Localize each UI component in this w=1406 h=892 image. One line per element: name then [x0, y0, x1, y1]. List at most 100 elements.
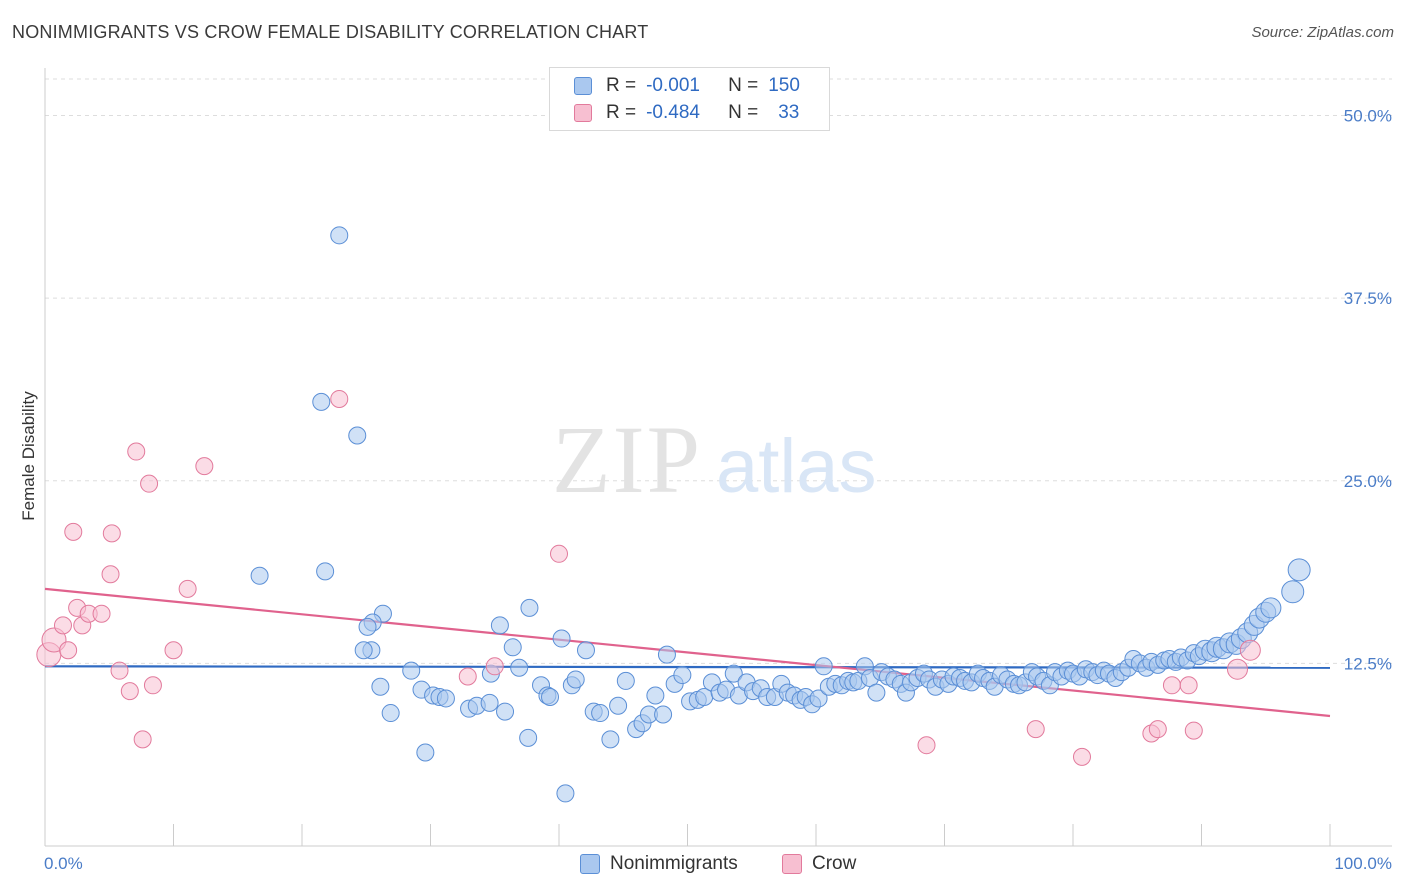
nonimmigrants-point — [576, 641, 595, 660]
legend-n-label: N = — [728, 75, 759, 96]
crow-point — [458, 667, 477, 686]
stats-legend: R = -0.001 N = 150 R = -0.484 N = 33 — [549, 67, 830, 131]
x-tick-label: 100.0% — [1334, 854, 1392, 873]
crow-point — [195, 457, 214, 476]
bottom-legend-nonimmigrants: Nonimmigrants — [580, 851, 738, 877]
y-axis-label: Female Disability — [19, 391, 38, 521]
crow-point — [1184, 721, 1203, 740]
crow-trend-line — [44, 587, 1331, 718]
nonimmigrants-point — [490, 616, 509, 635]
nonimmigrants-point — [616, 671, 635, 690]
crow-point — [1026, 720, 1045, 739]
legend-row-nonimmigrants: R = -0.001 N = 150 — [574, 74, 800, 98]
crow-point — [110, 661, 129, 680]
bottom-legend-swatch-blue — [580, 854, 600, 874]
nonimmigrants-point — [541, 687, 560, 706]
crow-point — [485, 657, 504, 676]
legend-n-value: 150 — [768, 75, 800, 96]
y-tick-label: 12.5% — [1344, 654, 1392, 673]
bottom-legend-label: Crow — [812, 853, 857, 874]
nonimmigrants-point — [609, 696, 628, 715]
crow-point — [550, 544, 568, 563]
crow-point — [127, 442, 146, 461]
crow-point — [178, 579, 197, 598]
legend-r-label: R = — [606, 102, 637, 123]
nonimmigrants-point — [358, 617, 377, 636]
crow-point — [330, 389, 349, 408]
nonimmigrants-point — [814, 657, 833, 676]
legend-n-label: N = — [728, 102, 759, 123]
legend-swatch-pink — [574, 104, 592, 122]
crow-point — [133, 730, 152, 749]
nonimmigrants-point — [503, 638, 522, 657]
crow-point — [102, 524, 121, 543]
nonimmigrants-point — [809, 689, 828, 708]
crow-point — [1226, 658, 1248, 680]
series-nonimmigrants — [250, 226, 1311, 803]
crow-point — [59, 641, 78, 660]
nonimmigrants-point — [330, 226, 349, 245]
nonimmigrants-point — [402, 661, 421, 680]
nonimmigrants-point — [520, 598, 539, 617]
crow-point — [120, 682, 139, 701]
nonimmigrants-point — [566, 670, 585, 689]
nonimmigrants-point — [348, 426, 367, 445]
crow-point — [53, 616, 72, 635]
crow-point — [1179, 676, 1198, 695]
nonimmigrants-point — [552, 629, 571, 648]
nonimmigrants-point — [1287, 558, 1311, 582]
legend-r-value: -0.001 — [646, 75, 700, 96]
nonimmigrants-point — [601, 730, 620, 749]
y-tick-labels: 12.5% 25.0% 37.5% 50.0% — [1344, 107, 1392, 674]
nonimmigrants-point — [724, 664, 743, 683]
legend-n-value: 33 — [778, 102, 800, 123]
nonimmigrants-point — [591, 704, 610, 723]
crow-point — [64, 522, 83, 541]
bottom-legend-crow: Crow — [782, 851, 856, 877]
chart-title: NONIMMIGRANTS VS CROW FEMALE DISABILITY … — [12, 22, 649, 42]
y-tick-label: 50.0% — [1344, 107, 1392, 126]
nonimmigrants-point — [480, 693, 499, 712]
crow-point — [92, 604, 111, 623]
nonimmigrants-point — [556, 784, 575, 803]
nonimmigrants-point — [381, 704, 400, 723]
bottom-legend-swatch-pink — [782, 854, 802, 874]
nonimmigrants-point — [867, 683, 886, 702]
y-tick-label: 25.0% — [1344, 472, 1392, 491]
watermark-zip: ZIP — [552, 406, 702, 513]
crow-point — [1239, 639, 1261, 661]
bottom-legend-label: Nonimmigrants — [610, 853, 738, 874]
crow-point — [143, 676, 162, 695]
legend-swatch-blue — [574, 77, 592, 95]
crow-point — [1148, 720, 1167, 739]
nonimmigrants-point — [673, 666, 692, 685]
x-tick-label: 0.0% — [44, 854, 83, 873]
nonimmigrants-point — [312, 392, 331, 411]
crow-point — [101, 565, 120, 584]
crow-point — [140, 474, 159, 493]
nonimmigrants-point — [1281, 580, 1305, 604]
grid-lines — [45, 78, 1392, 664]
legend-r-value: -0.484 — [646, 102, 700, 123]
nonimmigrants-point — [416, 743, 435, 762]
nonimmigrants-point — [436, 689, 455, 708]
x-tick-labels: 0.0% 100.0% — [44, 854, 1392, 873]
crow-point — [1072, 747, 1091, 766]
crow-point — [917, 736, 936, 755]
watermark: ZIP atlas — [552, 406, 877, 513]
axes — [44, 68, 1392, 847]
watermark-atlas: atlas — [716, 424, 877, 509]
nonimmigrants-point — [1260, 597, 1282, 619]
nonimmigrants-point — [496, 702, 515, 721]
crow-point — [164, 641, 183, 660]
legend-row-crow: R = -0.484 N = 33 — [574, 101, 799, 125]
nonimmigrants-point — [654, 705, 673, 724]
y-tick-label: 37.5% — [1344, 289, 1392, 308]
nonimmigrants-point — [371, 677, 390, 696]
crow-point — [1162, 676, 1181, 695]
nonimmigrants-point — [646, 686, 665, 705]
chart-source: Source: ZipAtlas.com — [1251, 24, 1394, 41]
nonimmigrants-point — [657, 645, 676, 664]
series-crow — [36, 389, 1261, 766]
